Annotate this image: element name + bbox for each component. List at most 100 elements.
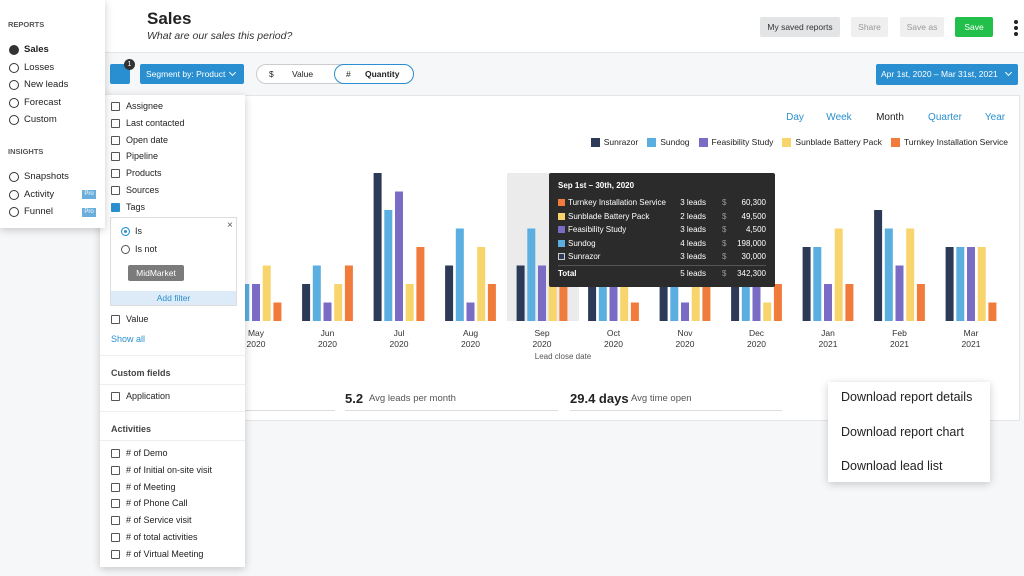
- filter-option[interactable]: Value: [126, 314, 149, 324]
- radio[interactable]: [121, 227, 130, 236]
- toggle-selected[interactable]: [334, 64, 414, 84]
- tooltip-swatch: [558, 212, 565, 220]
- tooltip-row-leads: 3 leads: [680, 198, 706, 207]
- checkbox[interactable]: [111, 449, 120, 458]
- checkbox[interactable]: [111, 499, 120, 509]
- bar: [691, 265, 700, 321]
- filter-option[interactable]: Assignee: [126, 101, 164, 111]
- checkbox[interactable]: [111, 152, 120, 162]
- filter-option[interactable]: # of Meeting: [126, 481, 176, 492]
- bar: [752, 284, 761, 321]
- tooltip-row-currency: $: [722, 238, 727, 248]
- filter-option[interactable]: Application: [126, 391, 171, 401]
- period-tab[interactable]: Year: [984, 112, 1006, 123]
- download-option[interactable]: Download report chart: [841, 424, 964, 439]
- segment-dropdown[interactable]: Segment by: Product: [140, 64, 244, 84]
- header-button[interactable]: Save as: [900, 17, 944, 37]
- checkbox[interactable]: [111, 465, 120, 475]
- menu-icon: [9, 80, 19, 91]
- filter-option[interactable]: # of total activities: [126, 532, 198, 542]
- tooltip-total-leads: 5 leads: [680, 269, 706, 278]
- filter-option[interactable]: # of Demo: [126, 448, 168, 458]
- menu-dot[interactable]: [1014, 20, 1018, 24]
- section-heading: REPORTS: [8, 20, 45, 29]
- tooltip-swatch: [558, 199, 565, 206]
- menu-item[interactable]: Funnel: [24, 206, 54, 218]
- period-tab[interactable]: Quarter: [928, 112, 962, 123]
- checkbox[interactable]: [111, 169, 120, 179]
- bar: [548, 265, 557, 321]
- checkbox[interactable]: [111, 392, 120, 401]
- add-filter-button[interactable]: Add filter: [111, 291, 236, 305]
- filter-option[interactable]: # of Virtual Meeting: [126, 548, 204, 559]
- legend-label: Turnkey Installation Service: [903, 137, 1008, 147]
- period-tab[interactable]: Week: [826, 112, 852, 123]
- filter-option[interactable]: Open date: [126, 134, 169, 145]
- radio-label[interactable]: Is: [135, 226, 143, 236]
- period-tab[interactable]: Day: [786, 112, 804, 123]
- menu-item[interactable]: Sales: [24, 44, 49, 55]
- bar: [741, 265, 750, 321]
- tooltip-row-name: Feasibility Study: [568, 225, 627, 235]
- bar: [884, 228, 893, 321]
- menu-icon: [9, 97, 19, 108]
- show-all-link[interactable]: Show all: [111, 334, 146, 344]
- filter-option[interactable]: # of Phone Call: [126, 498, 188, 509]
- menu-item[interactable]: Custom: [24, 114, 57, 126]
- checkbox[interactable]: [111, 315, 120, 324]
- tooltip-row-currency: $: [722, 225, 727, 235]
- header-button[interactable]: Save: [955, 17, 993, 37]
- tooltip-row-leads: 3 leads: [680, 252, 706, 262]
- menu-dot[interactable]: [1014, 26, 1018, 30]
- page-title: Sales: [147, 9, 192, 28]
- stat-underline: [245, 410, 335, 411]
- menu-icon: [9, 45, 19, 55]
- header-button[interactable]: My saved reports: [760, 17, 840, 37]
- tooltip-row-currency: $: [722, 252, 727, 262]
- checkbox[interactable]: [111, 202, 120, 212]
- legend-item: Sunrazor: [590, 137, 638, 147]
- tooltip-row-amount: 60,300: [741, 198, 766, 207]
- menu-dot[interactable]: [1014, 32, 1018, 36]
- bar: [967, 247, 975, 321]
- filter-button[interactable]: [110, 64, 130, 84]
- bar: [455, 228, 464, 321]
- filter-option[interactable]: # of Service visit: [126, 515, 192, 526]
- filter-option[interactable]: Last contacted: [126, 117, 185, 128]
- filter-option[interactable]: Products: [126, 168, 162, 179]
- menu-item[interactable]: Forecast: [24, 96, 61, 108]
- stat-label: Avg leads per month: [369, 393, 456, 404]
- bar: [334, 284, 343, 321]
- period-tab[interactable]: Month: [876, 112, 904, 123]
- menu-item[interactable]: Activity: [24, 188, 55, 200]
- radio[interactable]: [121, 245, 130, 254]
- menu-item[interactable]: Snapshots: [24, 171, 69, 182]
- filter-option[interactable]: Sources: [126, 185, 160, 195]
- header-button[interactable]: Share: [851, 17, 888, 37]
- checkbox[interactable]: [111, 533, 120, 542]
- checkbox[interactable]: [111, 186, 120, 195]
- download-option[interactable]: Download report details: [841, 390, 973, 404]
- tooltip-row-currency: $: [722, 211, 727, 221]
- menu-item[interactable]: New leads: [24, 79, 69, 91]
- radio-label[interactable]: Is not: [135, 244, 158, 254]
- tooltip-row-leads: 4 leads: [680, 238, 706, 248]
- checkbox[interactable]: [111, 102, 120, 111]
- checkbox[interactable]: [111, 482, 120, 492]
- date-range-button[interactable]: Apr 1st, 2020 – Mar 31st, 2021: [876, 64, 1018, 85]
- checkbox[interactable]: [111, 135, 120, 145]
- checkbox[interactable]: [111, 118, 120, 128]
- filter-option[interactable]: # of Initial on-site visit: [126, 464, 213, 475]
- download-option[interactable]: Download lead list: [841, 459, 943, 473]
- tag-filter-box: × Is Is not MidMarket Add filter: [110, 217, 237, 306]
- legend-swatch: [890, 137, 900, 147]
- menu-icon: [9, 62, 19, 73]
- menu-item[interactable]: Losses: [24, 61, 55, 73]
- checkbox[interactable]: [111, 549, 120, 559]
- filter-option[interactable]: Pipeline: [126, 151, 159, 162]
- filter-option[interactable]: Tags: [126, 201, 146, 212]
- bar: [538, 265, 546, 321]
- checkbox[interactable]: [111, 516, 120, 526]
- bar: [813, 247, 822, 321]
- tag-chip[interactable]: MidMarket: [128, 265, 184, 281]
